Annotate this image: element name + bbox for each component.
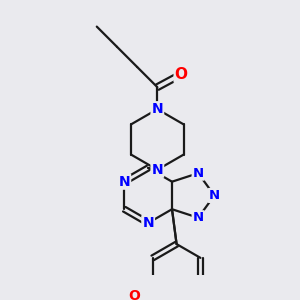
Text: N: N bbox=[118, 175, 130, 189]
Text: N: N bbox=[142, 216, 154, 230]
Text: N: N bbox=[193, 167, 204, 180]
Text: O: O bbox=[175, 67, 188, 82]
Text: N: N bbox=[152, 102, 163, 116]
Text: N: N bbox=[209, 189, 220, 202]
Text: O: O bbox=[128, 290, 140, 300]
Text: N: N bbox=[152, 163, 163, 177]
Text: N: N bbox=[193, 211, 204, 224]
